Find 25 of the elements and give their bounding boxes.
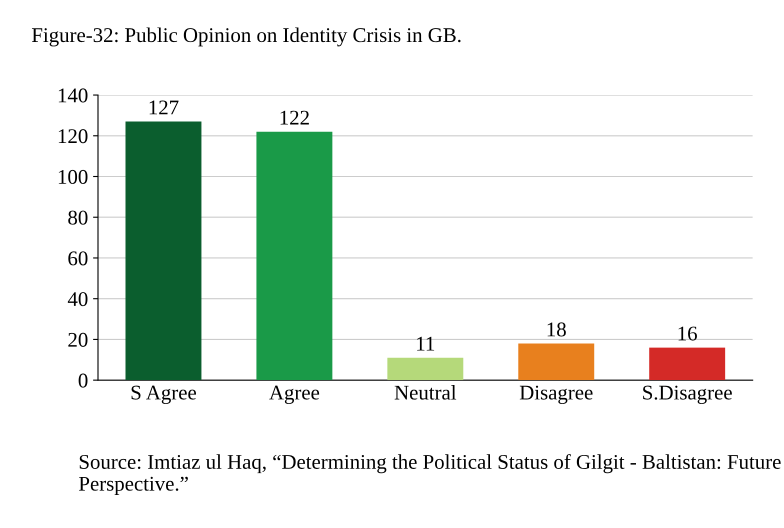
x-tick-label: S Agree [132, 386, 196, 404]
y-tick-label: 0 [78, 374, 88, 388]
data-label: 122 [280, 110, 309, 124]
bar [125, 122, 202, 380]
data-label: 16 [678, 326, 697, 341]
y-tick-label: 140 [58, 88, 88, 102]
y-tick-label: 80 [68, 210, 88, 225]
y-tick-label: 120 [58, 129, 88, 144]
bar [649, 348, 726, 380]
x-tick-label: Agree [269, 386, 320, 404]
y-tick-label: 40 [68, 292, 88, 306]
y-tick-label: 60 [68, 251, 88, 266]
y-tick-label: 100 [58, 170, 88, 184]
x-tick-label: S.Disagree [643, 386, 732, 404]
data-label: 11 [417, 336, 434, 351]
source-note: Source: Imtiaz ul Haq, “Determining the Political Status of Gilgit - Baltistan: Future Perspective.” [79, 454, 781, 496]
x-tick-label: Neutral [394, 385, 456, 400]
chart-title: Figure-32: Public Opinion on Identity Crisis in GB. [32, 27, 461, 46]
data-label: 18 [548, 322, 566, 336]
bar [256, 132, 332, 380]
data-label: 127 [150, 100, 178, 114]
bar [518, 344, 594, 380]
x-tick-label: Disagree [520, 386, 593, 404]
bar [387, 358, 464, 380]
y-tick-label: 20 [68, 332, 88, 347]
